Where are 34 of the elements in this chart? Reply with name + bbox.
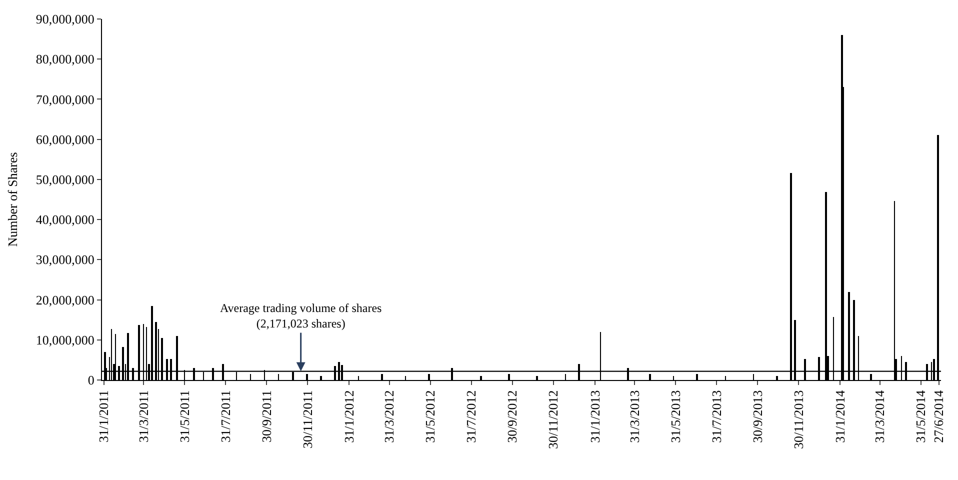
y-tick-label: 70,000,000 xyxy=(36,92,94,107)
y-tick-label: 0 xyxy=(88,372,94,388)
x-tick-label: 31/1/2012 xyxy=(341,390,356,443)
x-tick-label: 30/11/2011 xyxy=(300,390,315,448)
y-tick-label: 30,000,000 xyxy=(36,252,94,268)
x-tick-label: 30/9/2012 xyxy=(504,390,520,443)
y-tick-label: 20,000,000 xyxy=(36,292,94,308)
x-tick-label: 31/7/2011 xyxy=(218,390,233,442)
x-tick-label: 31/5/2013 xyxy=(668,390,683,443)
y-tick-label: 80,000,000 xyxy=(36,52,94,67)
annotation: Average trading volume of shares (2,171,023 shares) xyxy=(220,301,382,331)
y-tick-label: 40,000,000 xyxy=(36,212,94,228)
x-tick-label: 30/9/2011 xyxy=(258,390,274,442)
y-tick-label: 50,000,000 xyxy=(36,172,94,187)
x-tick-label: 31/5/2014 xyxy=(913,390,928,443)
x-tick-label: 31/5/2011 xyxy=(176,390,192,442)
y-tick-label: 90,000,000 xyxy=(36,12,94,27)
x-tick-label: 31/7/2012 xyxy=(464,390,479,443)
y-tick-label: 10,000,000 xyxy=(36,332,94,348)
x-tick-label: 31/3/2014 xyxy=(872,390,888,443)
x-tick-label: 30/9/2013 xyxy=(750,390,765,443)
x-tick-label: 31/7/2013 xyxy=(708,390,724,443)
x-tick-label: 31/1/2011 xyxy=(96,390,112,442)
y-axis-title: Number of Shares xyxy=(4,152,20,247)
y-tick-label: 60,000,000 xyxy=(36,132,94,147)
x-tick-label: 27/6/2014 xyxy=(931,390,946,443)
x-tick-label: 31/1/2013 xyxy=(587,390,602,443)
x-tick-label: 31/3/2011 xyxy=(136,390,151,442)
x-tick-label: 31/1/2014 xyxy=(832,390,848,443)
x-tick-label: 30/11/2013 xyxy=(790,390,806,449)
x-tick-label: 31/5/2012 xyxy=(422,390,438,443)
x-tick-label: 31/3/2013 xyxy=(626,390,642,443)
x-tick-label: 31/3/2012 xyxy=(382,390,397,443)
x-tick-label: 30/11/2012 xyxy=(546,390,561,449)
